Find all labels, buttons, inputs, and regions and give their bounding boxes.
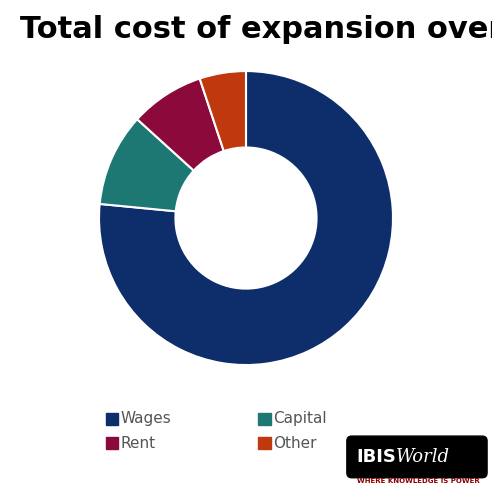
Text: World: World	[396, 448, 450, 466]
Text: Total cost of expansion over 5 years: Total cost of expansion over 5 years	[20, 15, 492, 44]
Text: Wages: Wages	[121, 411, 171, 426]
Text: Capital: Capital	[273, 411, 327, 426]
Text: IBIS: IBIS	[357, 448, 397, 466]
Wedge shape	[137, 78, 224, 171]
Wedge shape	[200, 71, 246, 151]
Wedge shape	[99, 71, 393, 365]
Text: Rent: Rent	[121, 436, 155, 451]
Wedge shape	[100, 119, 194, 211]
Text: WHERE KNOWLEDGE IS POWER: WHERE KNOWLEDGE IS POWER	[357, 478, 480, 484]
Text: Other: Other	[273, 436, 316, 451]
